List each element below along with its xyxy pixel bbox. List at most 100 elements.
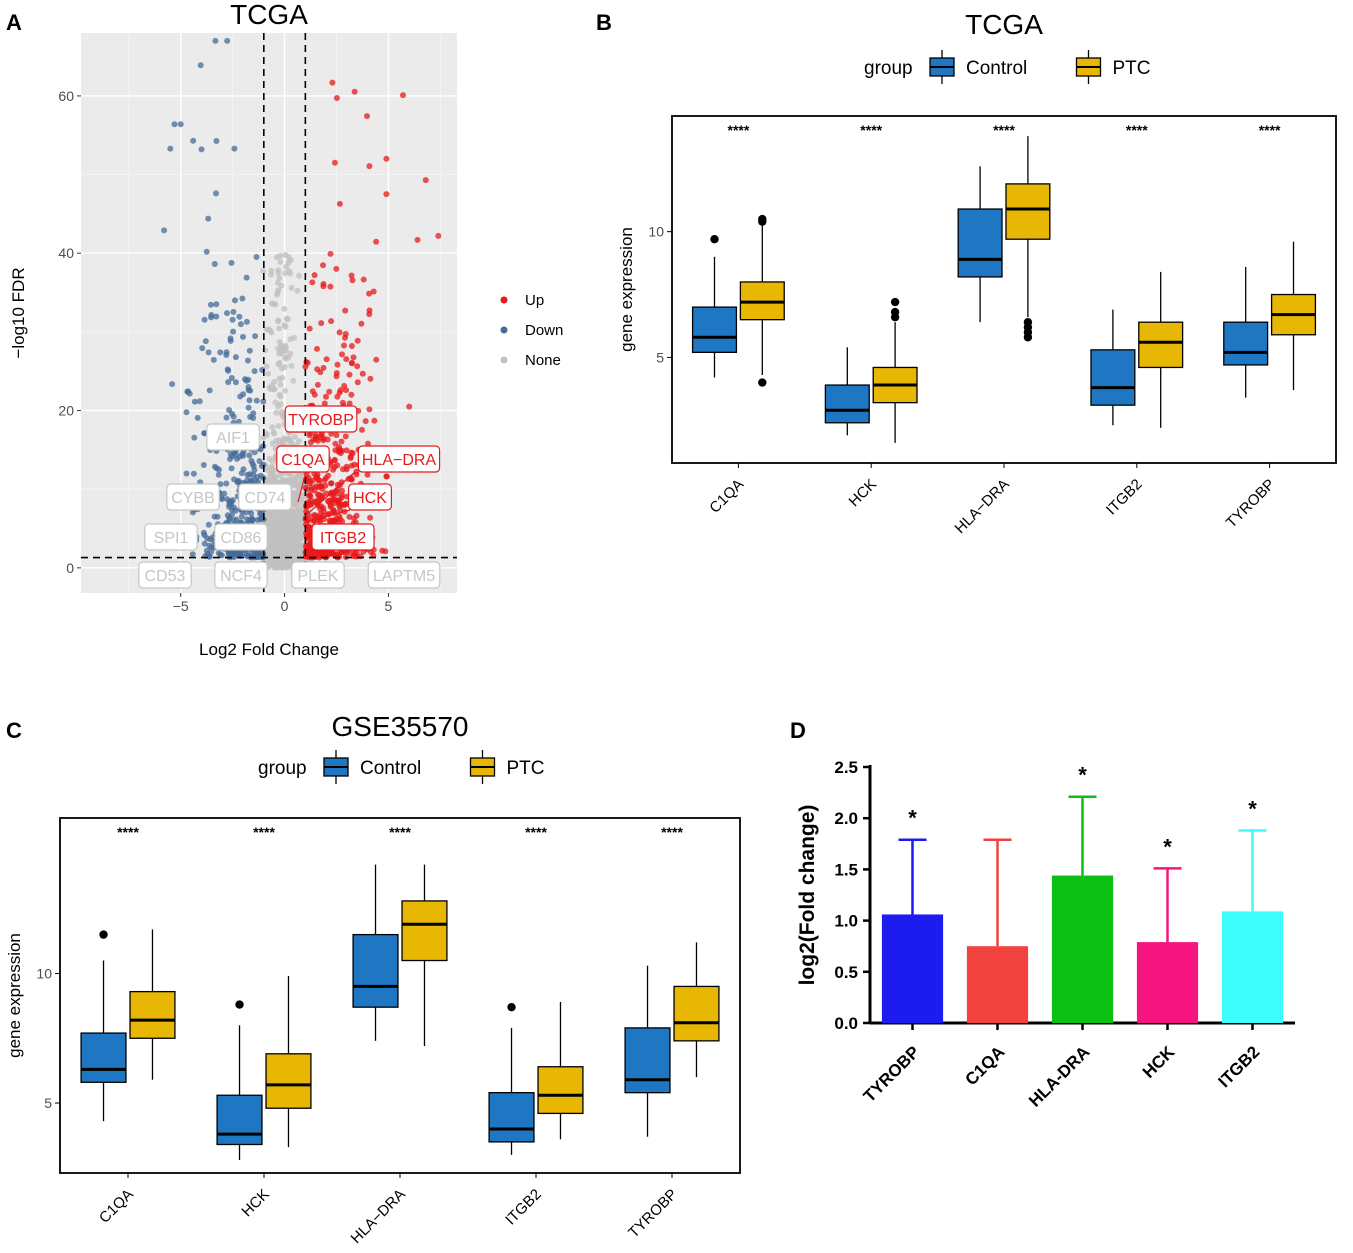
point-up [333,265,340,272]
point-up [358,320,365,327]
point-up [321,400,328,407]
category-label: ITGB2 [1103,476,1146,519]
point-up [341,342,347,349]
point-down [232,507,239,514]
point-none [268,271,275,278]
point-down [224,366,231,373]
point-none [278,559,285,566]
point-down [213,465,220,472]
point-down [232,354,239,361]
point-none [296,542,303,549]
point-none [271,378,278,385]
gene-label-hck: HCK [348,483,393,511]
label-connector [304,509,351,523]
point-down [201,316,208,323]
point-none [260,268,267,275]
point-up [370,288,377,295]
box-body [537,1066,584,1115]
gene-label-hla-dra: HLA−DRA [357,445,441,473]
point-none [263,363,270,370]
point-down [238,513,245,520]
point-up [414,236,421,243]
point-up [342,307,349,314]
bar [1136,942,1199,1023]
point-up [306,492,313,499]
point-down [228,259,235,266]
point-up [341,501,348,508]
point-none [273,524,280,530]
point-down [177,121,184,128]
point-none [271,386,278,393]
y-axis-label: log2(Fold change) [796,805,819,986]
outlier-point [235,1000,244,1009]
box-c1qa-control [80,930,127,1122]
point-down [204,535,211,542]
point-none [272,536,279,543]
gene-label-text: CD53 [145,568,186,585]
point-up [383,473,390,480]
point-up [349,450,356,457]
point-up [339,487,345,494]
point-up [349,360,355,367]
point-up [354,337,361,344]
gene-label-text: CYBB [171,490,215,507]
category-label: HCK [1139,1042,1179,1082]
point-none [294,516,301,523]
box-body [129,990,176,1039]
category-label: ITGB2 [1214,1042,1263,1091]
point-none [291,334,297,341]
box-body [352,933,399,1008]
significance-marker: **** [860,122,882,138]
gene-label-cd74: CD74 [238,483,292,511]
point-none [282,251,289,258]
point-none [296,534,303,541]
box-hck-control [216,1000,263,1161]
gene-label-text: NCF4 [220,568,262,585]
gene-label-box [238,483,292,511]
category-label: HCK [846,476,880,510]
point-down [246,397,253,404]
point-none [266,384,273,391]
gene-label-itgb2: ITGB2 [311,523,375,551]
point-down [254,516,261,523]
y-tick-label: 10 [36,965,52,981]
point-up [314,381,321,388]
point-down [260,398,267,405]
gene-label-text: ITGB2 [320,530,366,547]
point-up [348,391,355,398]
point-up [339,399,346,406]
point-up [336,513,343,519]
point-up [349,277,356,284]
point-up [348,343,355,349]
point-down [251,368,258,375]
gene-label-text: HCK [353,490,387,507]
x-tick-label: −5 [173,598,189,614]
gene-label-cd53: CD53 [138,561,192,589]
point-none [276,339,283,345]
legend-item-control: Control [323,750,421,784]
point-up [342,334,348,341]
gene-label-box [214,523,268,551]
point-up [351,550,358,556]
point-none [275,403,282,410]
y-tick-label: 60 [58,88,74,104]
point-down [190,470,197,477]
point-down [183,409,190,416]
point-down [191,398,198,405]
point-none [271,550,278,557]
gene-label-text: AIF1 [216,430,250,447]
point-down [211,261,218,267]
point-up [365,440,371,447]
point-down [208,312,215,318]
bar-tyrobp [881,838,944,1023]
point-up [350,354,357,361]
y-tick-label: 1.5 [834,860,858,879]
outlier-point [758,214,767,224]
gene-label-tyrobp: TYROBP [284,405,358,433]
legend-label: Control [360,758,421,779]
point-none [291,552,298,559]
legend-label: PTC [1113,58,1151,79]
point-none [276,275,283,282]
point-up [343,463,350,470]
